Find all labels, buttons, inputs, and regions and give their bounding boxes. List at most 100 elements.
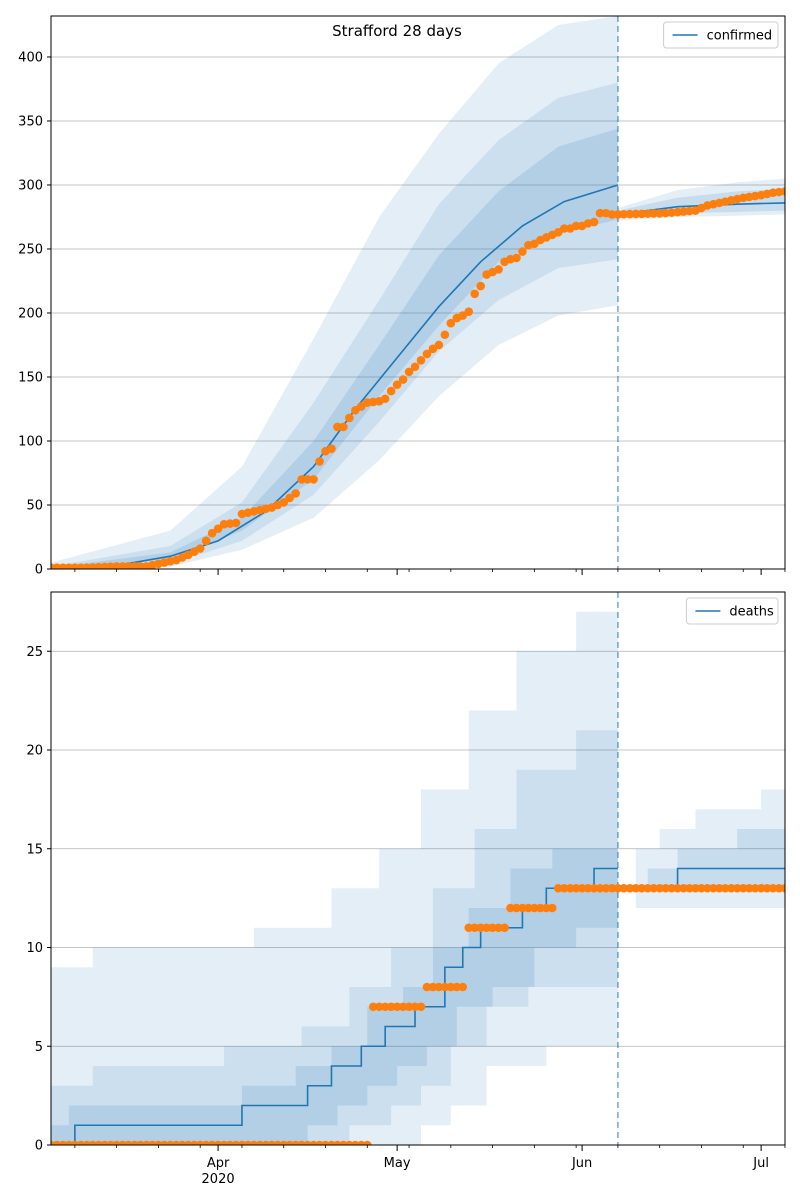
data-point [422, 349, 432, 359]
data-point [631, 209, 641, 219]
data-point [524, 903, 533, 913]
legend: deaths [685, 597, 779, 625]
data-point [440, 330, 450, 340]
data-point [685, 883, 694, 893]
data-point [536, 903, 545, 913]
y-tick-label: 15 [26, 842, 43, 857]
data-point [613, 883, 623, 893]
plot-area [51, 592, 785, 1145]
y-tick-label: 0 [35, 563, 43, 578]
data-point [309, 475, 318, 484]
data-point [201, 536, 211, 546]
data-point [732, 883, 742, 893]
data-point [416, 1002, 426, 1012]
data-point [750, 883, 760, 893]
data-point [553, 883, 563, 893]
x-tick-label: Jun [571, 1156, 592, 1171]
data-point [291, 489, 300, 498]
data-point [464, 307, 474, 317]
data-point [392, 1002, 402, 1012]
data-point [780, 883, 785, 893]
data-point [345, 413, 354, 423]
data-point [744, 883, 754, 893]
data-point [595, 883, 605, 893]
figure-title: Strafford 28 days [332, 22, 462, 40]
data-point [679, 883, 688, 893]
data-point [470, 923, 479, 933]
data-point [565, 883, 575, 893]
uncertainty-band-outer [617, 789, 785, 908]
x-tick-sublabel: 2020 [202, 1172, 235, 1187]
data-point [404, 367, 414, 377]
data-point [440, 982, 450, 992]
legend-label: deaths [729, 605, 774, 620]
data-point [780, 187, 785, 196]
data-point [500, 923, 509, 933]
x-tick-label: Jul [752, 1156, 769, 1171]
data-point [697, 883, 706, 893]
data-point [434, 340, 444, 350]
data-point [619, 209, 629, 219]
data-point [518, 903, 527, 913]
data-point [649, 209, 659, 218]
uncertainty-band-outer [51, 592, 618, 1145]
data-point [583, 883, 593, 893]
data-point [464, 923, 474, 933]
data-point [476, 923, 485, 933]
legend-label: confirmed [707, 29, 773, 44]
data-point [768, 883, 778, 893]
data-point [703, 883, 712, 893]
data-point [542, 903, 551, 913]
uncertainty-band-middle [51, 710, 618, 1145]
legend-box [685, 597, 779, 625]
data-point [422, 982, 432, 992]
uncertainty-band-inner [617, 829, 785, 889]
data-point [452, 982, 462, 992]
data-point [655, 208, 664, 218]
data-point [559, 224, 569, 233]
data-point [362, 1140, 372, 1145]
data-point [231, 518, 241, 528]
data-point [595, 208, 605, 218]
confirmed-panel: 0 50 100 150 200 250 300 350 400 confirmed [18, 15, 786, 578]
data-point [601, 883, 611, 893]
data-point [398, 375, 408, 384]
data-point [738, 883, 748, 893]
data-point [488, 923, 497, 933]
y-tick-label: 20 [26, 744, 43, 759]
legend: confirmed [663, 21, 779, 49]
data-point [637, 209, 647, 219]
x-tick-label: Apr [207, 1156, 230, 1171]
data-point [482, 923, 491, 933]
data-point [619, 883, 629, 893]
data-point [512, 253, 521, 263]
data-point [649, 883, 659, 893]
uncertainty-band-inner [51, 128, 618, 569]
y-tick-label: 0 [35, 1139, 43, 1154]
data-point [756, 883, 766, 893]
y-tick-label: 200 [18, 306, 43, 321]
data-point [303, 475, 312, 484]
data-point [518, 247, 527, 256]
data-point [637, 883, 647, 893]
axes-frame [50, 15, 786, 570]
data-point [667, 883, 676, 893]
uncertainty-band-outer [51, 16, 618, 569]
y-tick-label: 25 [26, 645, 43, 660]
data-point [607, 210, 617, 219]
data-point [195, 544, 205, 553]
y-tick-label: 250 [18, 242, 43, 257]
data-point [547, 903, 557, 913]
y-tick-label: 100 [18, 434, 43, 449]
data-point [333, 422, 342, 432]
data-point [374, 1002, 384, 1012]
data-point [494, 923, 503, 933]
data-point [643, 883, 653, 893]
data-point [285, 493, 294, 503]
data-point [434, 982, 444, 992]
data-point [589, 217, 599, 227]
uncertainty-band-inner [51, 809, 618, 1145]
data-point [655, 883, 664, 893]
data-point [368, 1002, 378, 1012]
